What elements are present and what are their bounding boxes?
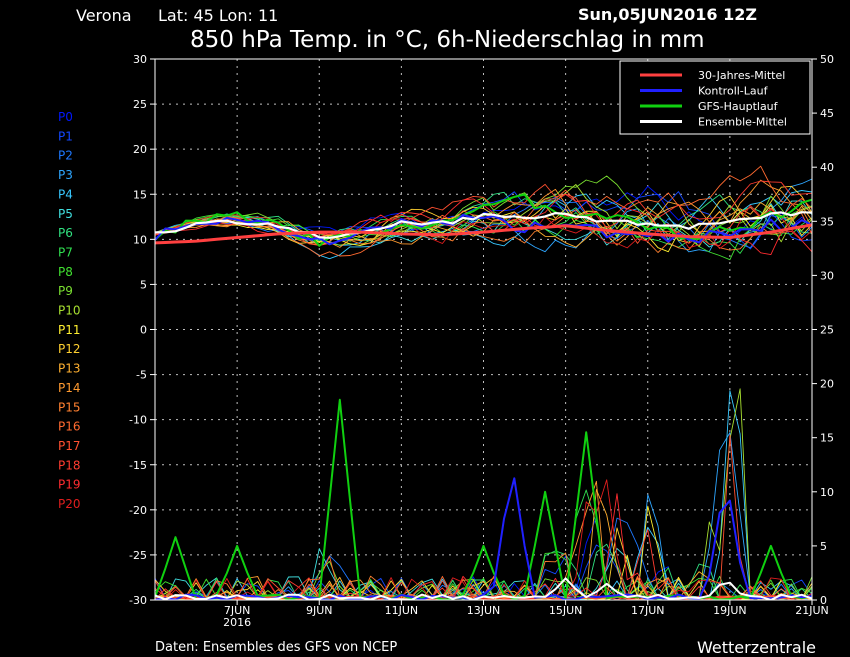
temp-control-line: [155, 213, 812, 246]
member-label: P8: [58, 265, 73, 279]
y-left-tick-label: -20: [129, 504, 147, 517]
temp-member-line: [155, 204, 812, 250]
member-label-list: P0 P1 P2 P3 P4 P5 P6 P7 P8 P9 P10 P11 P12 P13 P14 P15 P1…: [58, 110, 81, 511]
y-right-tick-label: 30: [820, 269, 834, 282]
y-right-tick-label: 25: [820, 324, 834, 337]
y-right-tick-label: 40: [820, 161, 834, 174]
x-tick-label: 13JUN: [467, 604, 501, 617]
member-label: P7: [58, 245, 73, 259]
y-left-tick-label: -15: [129, 459, 147, 472]
y-left-tick-label: 10: [133, 233, 147, 246]
y-right-tick-label: 35: [820, 215, 834, 228]
precip-member-line: [155, 552, 812, 600]
member-label: P5: [58, 207, 73, 221]
member-label: P2: [58, 149, 73, 163]
y-left-tick-label: 5: [140, 278, 147, 291]
y-left-tick-label: -25: [129, 549, 147, 562]
legend: 30-Jahres-Mittel Kontroll-Lauf GFS-Hauptla…: [619, 60, 811, 135]
y-right-tick-label: 20: [820, 378, 834, 391]
plot-frame: [154, 58, 813, 601]
legend-label: GFS-Hauptlauf: [698, 100, 779, 113]
member-label: P11: [58, 323, 81, 337]
member-label: P20: [58, 497, 81, 511]
y-right-tick-label: 45: [820, 107, 834, 120]
y-right-tick-label: 0: [820, 594, 827, 607]
y-right-tick-label: 10: [820, 486, 834, 499]
y-left-tick-label: 30: [133, 53, 147, 66]
x-tick-label: 11JUN: [385, 604, 419, 617]
member-label: P4: [58, 187, 73, 201]
y-left-tick-label: 0: [140, 324, 147, 337]
series-layer: [155, 165, 812, 600]
y-left-tick-label: 25: [133, 98, 147, 111]
member-label: P13: [58, 362, 81, 376]
y-right-tick-label: 50: [820, 53, 834, 66]
y-right-tick-label: 15: [820, 432, 834, 445]
y-left-tick-label: -5: [136, 369, 147, 382]
member-label: P0: [58, 110, 73, 124]
x-tick-label: 9JUN: [306, 604, 333, 617]
x-tick-label: 7JUN: [224, 604, 251, 617]
precip-member-line: [155, 552, 812, 600]
brand-label: Wetterzentrale: [697, 638, 816, 657]
precip-ensmean-line: [155, 577, 812, 600]
coords-label: Lat: 45 Lon: 11: [158, 6, 278, 25]
y-left-tick-label: 20: [133, 143, 147, 156]
y-right-tick-label: 5: [820, 540, 827, 553]
chart-title: 850 hPa Temp. in °C, 6h-Niederschlag in …: [190, 27, 705, 53]
member-label: P17: [58, 439, 81, 453]
legend-label: Kontroll-Lauf: [698, 85, 769, 98]
member-label: P6: [58, 226, 73, 240]
x-tick-year-label: 2016: [223, 616, 251, 629]
x-tick-label: 17JUN: [631, 604, 665, 617]
temp-30yr-mean-line: [155, 223, 812, 245]
x-tick-label: 19JUN: [713, 604, 747, 617]
member-label: P16: [58, 420, 81, 434]
member-label: P9: [58, 284, 73, 298]
data-source-label: Daten: Ensembles des GFS von NCEP: [155, 640, 397, 655]
y-left-tick-label: 15: [133, 188, 147, 201]
member-label: P15: [58, 400, 81, 414]
y-left-tick-label: -30: [129, 594, 147, 607]
legend-label: Ensemble-Mittel: [698, 116, 787, 129]
member-label: P18: [58, 458, 81, 472]
member-label: P12: [58, 342, 81, 356]
precip-member-line: [155, 527, 812, 600]
member-label: P1: [58, 129, 73, 143]
legend-label: 30-Jahres-Mittel: [698, 69, 785, 82]
y-left-tick-label: -10: [129, 414, 147, 427]
precip-member-line: [155, 479, 812, 600]
x-tick-label: 21JUN: [795, 604, 829, 617]
member-label: P14: [58, 381, 81, 395]
member-label: P10: [58, 304, 81, 318]
run-time-label: Sun,05JUN2016 12Z: [578, 5, 757, 24]
location-label: Verona: [76, 6, 132, 25]
member-label: P3: [58, 168, 73, 182]
y-axis-left: 30 25 20 15 10 5 0 -5 -10 -15 -20 -25 -30: [129, 53, 155, 607]
member-label: P19: [58, 478, 81, 492]
temp-ensmean-line: [155, 211, 812, 239]
x-tick-label: 15JUN: [549, 604, 583, 617]
